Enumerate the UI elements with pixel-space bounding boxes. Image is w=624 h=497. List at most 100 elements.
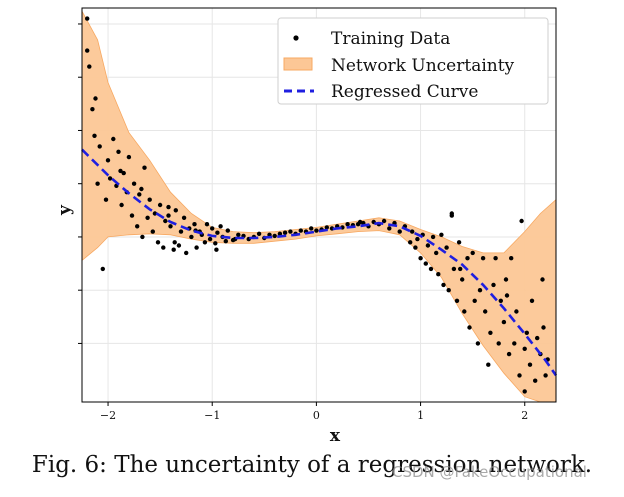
training-point xyxy=(256,231,262,236)
training-point xyxy=(522,389,527,394)
training-point xyxy=(166,213,171,218)
training-point xyxy=(87,64,92,69)
training-point xyxy=(415,236,420,242)
training-point xyxy=(454,298,460,303)
training-point xyxy=(116,149,121,154)
legend-training-marker xyxy=(293,35,299,41)
training-point xyxy=(475,341,481,346)
legend-band-swatch xyxy=(283,57,313,71)
y-axis-label: y xyxy=(55,204,75,216)
training-point xyxy=(451,266,457,272)
training-point xyxy=(176,243,182,248)
x-tick-label: −2 xyxy=(100,409,116,422)
training-point xyxy=(140,234,145,240)
training-point xyxy=(100,266,106,272)
training-point xyxy=(236,232,241,237)
training-point xyxy=(324,225,329,230)
training-point xyxy=(498,298,503,303)
training-point xyxy=(509,256,514,261)
training-point xyxy=(103,197,109,202)
training-point xyxy=(171,247,176,252)
training-point xyxy=(430,234,436,240)
training-point xyxy=(277,231,283,236)
training-point xyxy=(202,240,208,245)
training-point xyxy=(121,170,126,176)
training-point xyxy=(213,241,218,246)
training-point xyxy=(137,192,142,197)
training-point xyxy=(483,309,488,314)
training-point xyxy=(519,218,524,224)
training-point xyxy=(543,373,548,378)
training-point xyxy=(181,215,187,220)
training-point xyxy=(166,204,171,210)
training-point xyxy=(90,107,95,112)
training-point xyxy=(496,341,501,346)
training-point xyxy=(439,232,444,237)
legend-training-label: Training Data xyxy=(331,29,450,49)
training-point xyxy=(282,230,288,235)
training-point xyxy=(131,181,137,186)
training-point xyxy=(444,245,449,250)
training-point xyxy=(493,256,498,261)
training-point xyxy=(97,144,102,149)
training-point xyxy=(111,136,116,142)
training-point xyxy=(465,256,470,261)
training-point xyxy=(184,250,189,256)
x-axis-label: x xyxy=(330,426,341,446)
training-point xyxy=(107,176,113,181)
training-point xyxy=(522,346,527,351)
training-point xyxy=(118,168,123,174)
training-point xyxy=(105,158,111,163)
training-point xyxy=(408,240,413,245)
training-point xyxy=(441,282,446,288)
training-point xyxy=(462,309,467,314)
training-point xyxy=(467,325,472,330)
training-point xyxy=(173,208,178,213)
training-point xyxy=(85,16,90,21)
training-point xyxy=(150,229,155,234)
training-point xyxy=(309,226,314,231)
training-point xyxy=(418,256,423,261)
training-point xyxy=(157,202,163,208)
legend: Training Data Network Uncertainty Regres… xyxy=(277,17,549,105)
training-point xyxy=(381,218,387,224)
training-point xyxy=(458,266,463,272)
x-tick-label: −1 xyxy=(204,409,220,422)
training-point xyxy=(423,261,428,266)
training-point xyxy=(517,373,522,378)
training-point xyxy=(139,186,144,192)
plot-frame xyxy=(81,7,557,403)
training-point xyxy=(533,378,538,383)
training-point xyxy=(488,330,493,335)
training-point xyxy=(434,250,439,256)
x-tick-label: 2 xyxy=(521,409,528,422)
training-point xyxy=(486,362,491,367)
regression-uncertainty-chart: −2 −1 0 1 2 x y Training Data Network Uncert… xyxy=(55,7,558,446)
training-point xyxy=(387,226,392,231)
training-point xyxy=(480,256,486,261)
training-point xyxy=(155,240,161,245)
training-point xyxy=(491,282,496,288)
training-point xyxy=(145,215,150,220)
training-point xyxy=(501,319,507,325)
training-point xyxy=(428,266,434,272)
training-point xyxy=(147,197,152,202)
training-point xyxy=(345,222,350,227)
training-point xyxy=(163,218,168,224)
training-point xyxy=(119,202,124,208)
training-point xyxy=(413,245,418,250)
training-point xyxy=(288,229,293,234)
x-tick-label: 0 xyxy=(313,409,320,422)
training-point xyxy=(194,245,199,250)
training-point xyxy=(85,48,90,53)
training-point xyxy=(397,229,402,234)
watermark: CSDN @FakeOccupational xyxy=(392,463,587,481)
training-point xyxy=(535,335,540,341)
training-point xyxy=(529,298,535,303)
training-point xyxy=(460,277,465,282)
training-point xyxy=(215,230,220,235)
training-point xyxy=(477,288,483,293)
training-point xyxy=(503,277,509,282)
training-point xyxy=(95,181,100,186)
training-point xyxy=(93,96,98,101)
